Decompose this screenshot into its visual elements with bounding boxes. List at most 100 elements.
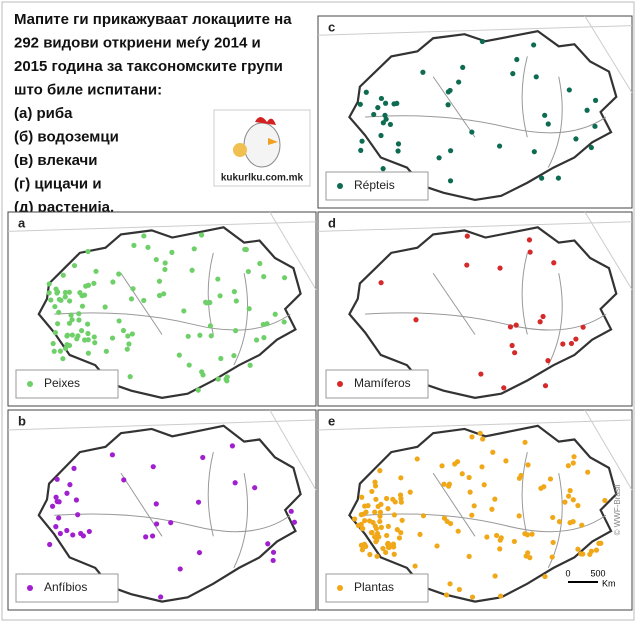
land-context bbox=[317, 15, 633, 94]
location-dot bbox=[378, 501, 384, 507]
legend-label: Mamíferos bbox=[354, 376, 411, 390]
location-dot bbox=[366, 518, 373, 524]
river bbox=[522, 56, 527, 137]
location-dot bbox=[575, 546, 581, 552]
location-dot bbox=[466, 553, 472, 559]
location-dot bbox=[91, 280, 97, 286]
location-dot bbox=[355, 522, 361, 528]
location-dot bbox=[141, 297, 147, 304]
intro-line: што биле испитани: bbox=[14, 81, 162, 98]
location-dot bbox=[64, 490, 70, 496]
location-dot bbox=[567, 520, 573, 526]
land-context bbox=[317, 409, 633, 491]
legend-dot bbox=[337, 585, 343, 591]
location-dot bbox=[361, 541, 368, 547]
location-dot bbox=[168, 520, 174, 526]
location-dot bbox=[363, 89, 369, 95]
location-dot bbox=[208, 333, 214, 339]
location-dot bbox=[197, 332, 203, 338]
location-dot bbox=[565, 463, 571, 469]
map-panel: a Peixes bbox=[7, 211, 317, 407]
location-dot bbox=[199, 369, 205, 375]
location-dot bbox=[501, 385, 507, 391]
panel-letter: c bbox=[328, 19, 335, 34]
location-dot bbox=[69, 317, 75, 323]
location-dot bbox=[587, 551, 593, 557]
location-dot bbox=[414, 456, 420, 462]
location-dot bbox=[384, 532, 390, 539]
location-dot bbox=[215, 276, 221, 282]
location-dot bbox=[510, 71, 516, 77]
location-dot bbox=[352, 516, 358, 522]
river bbox=[121, 273, 162, 334]
location-dot bbox=[471, 503, 477, 509]
location-dot bbox=[195, 387, 201, 393]
location-dot bbox=[81, 292, 88, 298]
location-dot bbox=[161, 291, 167, 297]
intro-line: 2015 година за таксономските групи bbox=[14, 58, 283, 75]
location-dot bbox=[75, 512, 81, 518]
legend-dot bbox=[27, 585, 33, 591]
location-dot bbox=[71, 262, 78, 269]
location-dot bbox=[195, 499, 202, 505]
location-dot bbox=[82, 337, 88, 343]
intro-line: (г) цицачи и bbox=[14, 175, 102, 192]
location-dot bbox=[76, 317, 82, 323]
location-dot bbox=[85, 282, 92, 288]
location-dot bbox=[50, 340, 56, 347]
logo-text: kukurlku.com.mk bbox=[221, 173, 304, 184]
location-dot bbox=[527, 249, 533, 255]
location-dot bbox=[207, 323, 214, 329]
location-dot bbox=[73, 497, 80, 503]
location-dot bbox=[484, 534, 490, 540]
location-dot bbox=[281, 275, 288, 281]
location-dot bbox=[556, 519, 563, 525]
location-dot bbox=[261, 335, 267, 341]
location-dot bbox=[51, 348, 57, 354]
location-dot bbox=[69, 332, 75, 338]
location-dot bbox=[456, 79, 462, 85]
location-dot bbox=[375, 104, 381, 111]
amazon-map bbox=[39, 426, 301, 602]
location-dot bbox=[196, 549, 203, 556]
map-panel: b Anfíbios bbox=[7, 409, 317, 611]
scale-five: 500 bbox=[590, 568, 605, 578]
location-dot bbox=[376, 534, 382, 540]
location-dot bbox=[380, 545, 386, 552]
location-dot bbox=[527, 555, 533, 561]
location-dot bbox=[373, 526, 379, 532]
location-dot bbox=[53, 494, 59, 500]
location-dot bbox=[150, 464, 156, 470]
location-dot bbox=[380, 166, 386, 172]
legend-label: Peixes bbox=[44, 376, 80, 390]
location-dot bbox=[446, 483, 452, 489]
location-dot bbox=[158, 594, 164, 600]
location-dot bbox=[541, 484, 547, 490]
location-dot bbox=[394, 100, 400, 106]
location-dot bbox=[362, 518, 368, 524]
location-dot bbox=[592, 123, 598, 129]
location-dot bbox=[102, 304, 108, 310]
location-dot bbox=[496, 143, 503, 149]
location-dot bbox=[54, 321, 61, 327]
location-dot bbox=[257, 260, 263, 267]
location-dot bbox=[503, 458, 509, 464]
location-dot bbox=[224, 378, 230, 384]
location-dot bbox=[46, 290, 52, 296]
location-dot bbox=[439, 463, 445, 469]
location-dot bbox=[232, 328, 239, 334]
location-dot bbox=[413, 317, 419, 323]
location-dot bbox=[385, 506, 391, 512]
location-dot bbox=[478, 371, 484, 377]
location-dot bbox=[382, 100, 389, 106]
location-dot bbox=[531, 42, 537, 48]
location-dot bbox=[56, 309, 62, 316]
location-dot bbox=[68, 312, 74, 318]
amazon-outline bbox=[349, 31, 616, 200]
location-dot bbox=[55, 289, 61, 295]
location-dot bbox=[479, 38, 485, 45]
location-dot bbox=[52, 330, 58, 336]
intro-line: (в) влекачи bbox=[14, 152, 97, 169]
location-dot bbox=[448, 520, 454, 527]
